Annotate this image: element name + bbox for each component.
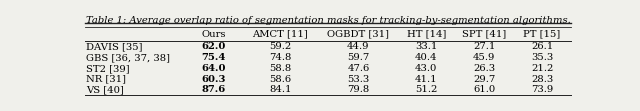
Text: 35.3: 35.3 [531, 53, 553, 62]
Text: AMCT [11]: AMCT [11] [252, 30, 308, 39]
Text: 53.3: 53.3 [348, 75, 369, 84]
Text: 43.0: 43.0 [415, 64, 438, 73]
Text: 44.9: 44.9 [347, 42, 370, 51]
Text: 84.1: 84.1 [269, 85, 291, 94]
Text: 58.8: 58.8 [269, 64, 291, 73]
Text: 33.1: 33.1 [415, 42, 438, 51]
Text: SPT [41]: SPT [41] [462, 30, 506, 39]
Text: NR [31]: NR [31] [86, 75, 127, 84]
Text: 21.2: 21.2 [531, 64, 554, 73]
Text: 58.6: 58.6 [269, 75, 291, 84]
Text: 27.1: 27.1 [473, 42, 495, 51]
Text: 74.8: 74.8 [269, 53, 291, 62]
Text: 26.1: 26.1 [531, 42, 553, 51]
Text: 29.7: 29.7 [473, 75, 495, 84]
Text: 28.3: 28.3 [531, 75, 553, 84]
Text: ST2 [39]: ST2 [39] [86, 64, 130, 73]
Text: PT [15]: PT [15] [524, 30, 561, 39]
Text: 47.6: 47.6 [348, 64, 369, 73]
Text: 61.0: 61.0 [473, 85, 495, 94]
Text: VS [40]: VS [40] [86, 85, 124, 94]
Text: 59.7: 59.7 [348, 53, 369, 62]
Text: 59.2: 59.2 [269, 42, 291, 51]
Text: HT [14]: HT [14] [406, 30, 446, 39]
Text: 64.0: 64.0 [202, 64, 226, 73]
Text: 75.4: 75.4 [202, 53, 226, 62]
Text: 51.2: 51.2 [415, 85, 438, 94]
Text: Ours: Ours [202, 30, 226, 39]
Text: 41.1: 41.1 [415, 75, 438, 84]
Text: OGBDT [31]: OGBDT [31] [328, 30, 389, 39]
Text: 45.9: 45.9 [473, 53, 495, 62]
Text: DAVIS [35]: DAVIS [35] [86, 42, 143, 51]
Text: 26.3: 26.3 [473, 64, 495, 73]
Text: 79.8: 79.8 [348, 85, 369, 94]
Text: 60.3: 60.3 [202, 75, 226, 84]
Text: 87.6: 87.6 [202, 85, 226, 94]
Text: 73.9: 73.9 [531, 85, 553, 94]
Text: 62.0: 62.0 [202, 42, 226, 51]
Text: Table 1: Average overlap ratio of segmentation masks for tracking-by-segmentatio: Table 1: Average overlap ratio of segmen… [86, 16, 570, 25]
Text: 40.4: 40.4 [415, 53, 438, 62]
Text: GBS [36, 37, 38]: GBS [36, 37, 38] [86, 53, 170, 62]
